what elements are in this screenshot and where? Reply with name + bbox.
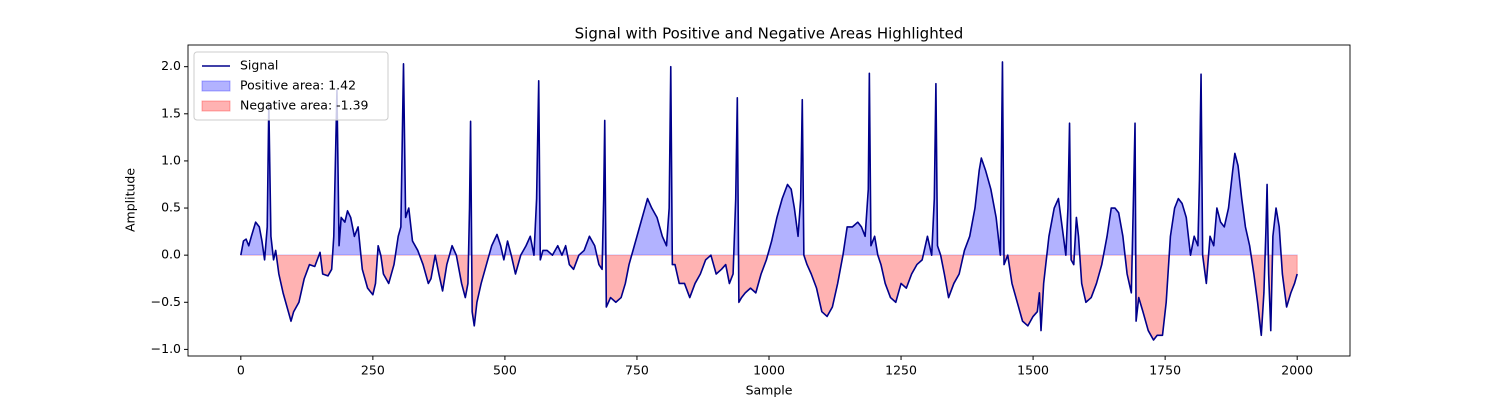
x-tick-label: 1750 xyxy=(1149,363,1181,378)
x-tick-label: 2000 xyxy=(1281,363,1313,378)
x-tick-label: 1000 xyxy=(753,363,785,378)
legend-patch xyxy=(201,80,231,92)
x-tick-label: 750 xyxy=(625,363,649,378)
legend-box xyxy=(193,51,389,121)
y-tick-label: 1.0 xyxy=(161,152,181,167)
legend-patch xyxy=(201,100,231,112)
plot-frame xyxy=(187,44,1351,357)
x-tick-label: 500 xyxy=(493,363,517,378)
y-axis-label: Amplitude xyxy=(123,168,138,232)
legend-label: Negative area: -1.39 xyxy=(240,98,369,113)
x-axis-label: Sample xyxy=(746,383,793,398)
y-tick-label: 0.5 xyxy=(161,200,181,215)
x-tick-label: 1250 xyxy=(885,363,917,378)
y-tick-label: −1.0 xyxy=(151,341,181,356)
x-tick-label: 250 xyxy=(361,363,385,378)
x-tick-label: 0 xyxy=(237,363,245,378)
x-tick-label: 1500 xyxy=(1017,363,1049,378)
y-tick-label: 2.0 xyxy=(161,58,181,73)
signal-line xyxy=(240,61,1298,341)
legend-label: Positive area: 1.42 xyxy=(240,78,356,93)
legend-label: Signal xyxy=(240,58,278,73)
chart-title: Signal with Positive and Negative Areas … xyxy=(575,25,964,43)
y-tick-label: 1.5 xyxy=(161,105,181,120)
y-tick-label: −0.5 xyxy=(151,294,181,309)
y-tick-label: 0.0 xyxy=(161,247,181,262)
